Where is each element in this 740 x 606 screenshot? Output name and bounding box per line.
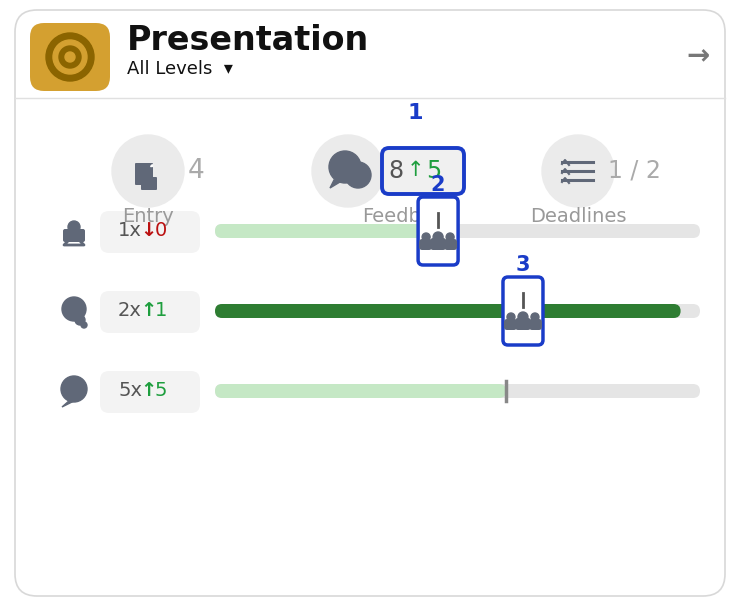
Circle shape: [65, 52, 75, 62]
FancyBboxPatch shape: [418, 197, 458, 265]
FancyBboxPatch shape: [382, 148, 464, 194]
FancyBboxPatch shape: [215, 384, 700, 398]
Text: ↑: ↑: [406, 160, 424, 180]
Circle shape: [53, 40, 87, 74]
Polygon shape: [330, 180, 340, 188]
Polygon shape: [62, 400, 76, 407]
FancyBboxPatch shape: [100, 211, 200, 253]
Text: 1 / 2: 1 / 2: [608, 159, 660, 183]
Circle shape: [112, 135, 184, 207]
Circle shape: [75, 315, 85, 325]
Text: 8: 8: [388, 159, 403, 183]
Text: Entry: Entry: [122, 207, 174, 225]
Circle shape: [507, 313, 515, 321]
Text: ↑: ↑: [140, 381, 156, 399]
Text: 5: 5: [155, 381, 167, 399]
FancyBboxPatch shape: [100, 291, 200, 333]
Circle shape: [68, 221, 80, 233]
FancyBboxPatch shape: [504, 319, 517, 330]
Circle shape: [81, 322, 87, 328]
FancyBboxPatch shape: [100, 371, 200, 413]
Circle shape: [329, 151, 361, 183]
FancyBboxPatch shape: [215, 304, 681, 318]
Text: 1: 1: [407, 103, 423, 123]
Circle shape: [422, 233, 430, 241]
Text: 2: 2: [431, 175, 445, 195]
Text: 4: 4: [188, 158, 204, 184]
Circle shape: [312, 135, 384, 207]
Circle shape: [59, 46, 81, 68]
FancyBboxPatch shape: [529, 319, 542, 330]
FancyBboxPatch shape: [444, 239, 457, 250]
FancyBboxPatch shape: [215, 224, 438, 238]
FancyBboxPatch shape: [63, 229, 85, 242]
Text: Deadlines: Deadlines: [530, 207, 626, 225]
Text: 1x: 1x: [118, 221, 142, 239]
Circle shape: [46, 33, 94, 81]
Text: Presentation: Presentation: [127, 24, 369, 56]
Circle shape: [433, 232, 443, 242]
Text: 3: 3: [516, 255, 531, 275]
Circle shape: [62, 297, 86, 321]
FancyBboxPatch shape: [135, 163, 153, 185]
FancyBboxPatch shape: [30, 23, 110, 91]
FancyBboxPatch shape: [515, 318, 531, 330]
Text: 1: 1: [155, 301, 167, 319]
FancyBboxPatch shape: [215, 384, 506, 398]
Text: 2x: 2x: [118, 301, 142, 319]
Circle shape: [345, 162, 371, 188]
Text: 0: 0: [155, 221, 167, 239]
Text: 5x: 5x: [118, 381, 142, 399]
Text: 5: 5: [426, 159, 442, 183]
Text: ↑: ↑: [140, 301, 156, 319]
FancyBboxPatch shape: [215, 304, 700, 318]
Circle shape: [542, 135, 614, 207]
FancyBboxPatch shape: [503, 277, 543, 345]
Text: Feedback: Feedback: [362, 207, 454, 225]
Text: All Levels  ▾: All Levels ▾: [127, 60, 233, 78]
Text: →: →: [687, 42, 710, 70]
Circle shape: [531, 313, 539, 321]
Circle shape: [446, 233, 454, 241]
Circle shape: [518, 312, 528, 322]
FancyBboxPatch shape: [15, 10, 725, 596]
FancyBboxPatch shape: [419, 239, 432, 250]
Circle shape: [61, 376, 87, 402]
FancyBboxPatch shape: [215, 224, 700, 238]
Text: ↓: ↓: [140, 221, 156, 239]
FancyBboxPatch shape: [430, 238, 446, 250]
FancyBboxPatch shape: [141, 177, 157, 190]
Polygon shape: [150, 164, 152, 166]
